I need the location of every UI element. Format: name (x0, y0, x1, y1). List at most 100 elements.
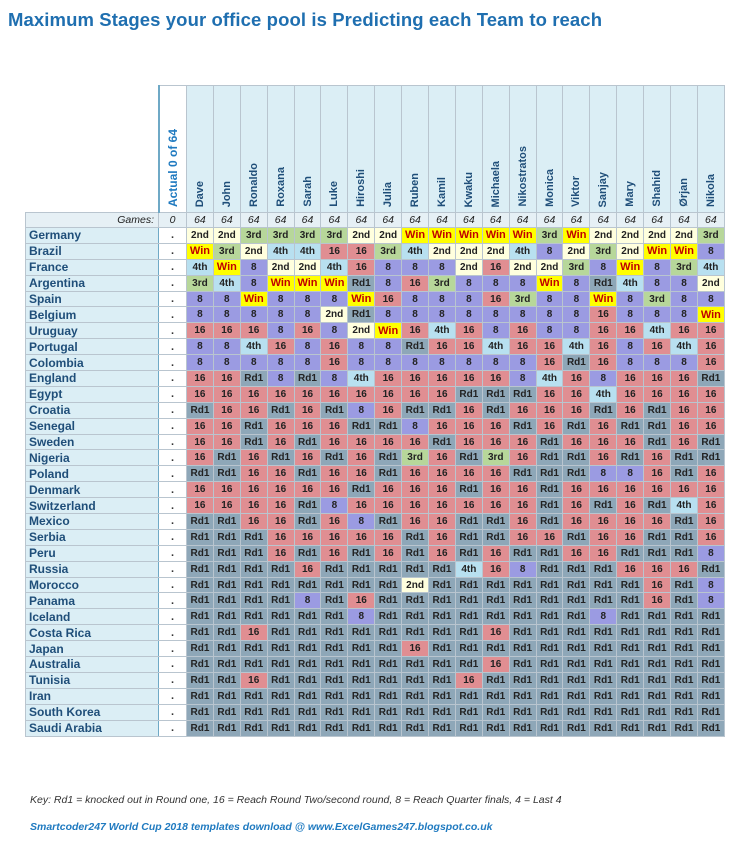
prediction-cell: 16 (266, 481, 295, 499)
prediction-cell: Rd1 (535, 497, 564, 515)
prediction-cell: 8 (643, 354, 672, 372)
prediction-cell: Rd1 (670, 719, 698, 737)
prediction-cell: 8 (454, 274, 483, 292)
games-count: 64 (293, 212, 322, 228)
prediction-cell: Rd1 (643, 656, 672, 673)
team-name: Morocco (25, 576, 159, 594)
prediction-cell: Rd1 (212, 640, 241, 658)
prediction-cell: Rd1 (696, 433, 725, 451)
prediction-cell: Rd1 (293, 576, 322, 594)
prediction-cell: 8 (481, 274, 510, 292)
games-count: 64 (266, 212, 295, 228)
actual-result: . (158, 608, 187, 626)
prediction-cell: Rd1 (212, 608, 241, 626)
prediction-cell: Rd1 (186, 687, 214, 705)
prediction-cell: Rd1 (616, 449, 645, 467)
prediction-cell: 8 (266, 290, 295, 308)
actual-result: . (158, 322, 187, 340)
prediction-cell: 16 (401, 433, 430, 451)
prediction-cell: 16 (562, 433, 591, 451)
prediction-cell: Rd1 (616, 608, 645, 626)
team-row: Australia. Rd1 Rd1 Rd1 Rd1 Rd1 Rd1 Rd1 Rd1 Rd1 Rd1… (25, 656, 725, 673)
team-name: Saudi Arabia (25, 719, 159, 737)
prediction-cell: Rd1 (239, 560, 268, 578)
prediction-cell: Rd1 (212, 544, 241, 562)
prediction-cell: 2nd (643, 227, 672, 244)
player-name: Kamil (435, 177, 448, 207)
prediction-cell: 16 (454, 497, 483, 515)
team-row: England. 16 16 Rd1 8 Rd1 8 4th 16 16 16 16 16 8 4th 16 8… (25, 370, 725, 387)
prediction-cell: Rd1 (401, 624, 430, 642)
games-count: 64 (643, 212, 672, 228)
prediction-cell: 8 (239, 306, 268, 324)
prediction-cell: Rd1 (508, 703, 537, 721)
prediction-cell: 16 (535, 401, 564, 419)
prediction-cell: Rd1 (535, 560, 564, 578)
player-name: Ruben (409, 172, 422, 207)
team-row: Poland. Rd1 Rd1 16 16 Rd1 16 16 Rd1 16 16 16 16 Rd1 Rd… (25, 465, 725, 483)
prediction-cell: Rd1 (212, 576, 241, 594)
prediction-cell: 16 (428, 370, 456, 387)
prediction-cell: Rd1 (535, 719, 564, 737)
prediction-cell: Rd1 (670, 592, 698, 610)
prediction-cell: Rd1 (535, 608, 564, 626)
prediction-cell: Rd1 (670, 544, 698, 562)
prediction-cell: 16 (508, 513, 537, 530)
prediction-cell: 16 (266, 497, 295, 515)
prediction-cell: Rd1 (212, 465, 241, 483)
prediction-cell: 16 (212, 433, 241, 451)
prediction-cell: 2nd (562, 242, 591, 260)
prediction-cell: 16 (508, 497, 537, 515)
team-name: Iran (25, 687, 159, 705)
prediction-cell: 16 (212, 370, 241, 387)
prediction-cell: Rd1 (428, 433, 456, 451)
prediction-cell: 16 (239, 401, 268, 419)
prediction-cell: Rd1 (320, 656, 349, 673)
team-name: Poland (25, 465, 159, 483)
prediction-cell: Rd1 (347, 624, 376, 642)
prediction-cell: Rd1 (320, 560, 349, 578)
player-name: Michaela (489, 160, 502, 207)
actual-result: . (158, 401, 187, 419)
team-row: Russia. Rd1 Rd1 Rd1 Rd1 16 Rd1 Rd1 Rd1 Rd1 Rd1 4th 1… (25, 560, 725, 578)
prediction-cell: Rd1 (562, 687, 591, 705)
prediction-cell: Rd1 (374, 513, 403, 530)
prediction-cell: 8 (374, 274, 403, 292)
prediction-cell: 8 (589, 465, 618, 483)
prediction-cell: 16 (239, 465, 268, 483)
player-header: Ruben (401, 85, 430, 213)
prediction-cell: 3rd (428, 274, 456, 292)
credit-link[interactable]: Smartcoder247 World Cup 2018 templates d… (30, 821, 493, 833)
prediction-cell: Rd1 (616, 624, 645, 642)
prediction-cell: Rd1 (643, 703, 672, 721)
prediction-cell: 16 (589, 417, 618, 435)
player-header: Kamil (428, 85, 456, 213)
prediction-cell: 8 (481, 354, 510, 372)
prediction-cell: 4th (562, 338, 591, 356)
prediction-cell: Rd1 (401, 671, 430, 689)
prediction-cell: 8 (347, 608, 376, 626)
games-count: 64 (481, 212, 510, 228)
prediction-cell: Rd1 (320, 687, 349, 705)
prediction-cell: Rd1 (293, 671, 322, 689)
prediction-cell: 16 (212, 322, 241, 340)
team-row: Croatia. Rd1 16 16 Rd1 16 Rd1 8 16 Rd1 Rd1 16 Rd1 16 1… (25, 401, 725, 419)
prediction-cell: Rd1 (454, 640, 483, 658)
prediction-cell: 16 (643, 576, 672, 594)
actual-column-header: Actual 0 of 64 (157, 85, 187, 213)
prediction-cell: 16 (266, 417, 295, 435)
prediction-cell: Rd1 (347, 656, 376, 673)
prediction-cell: 16 (616, 401, 645, 419)
prediction-cell: Rd1 (616, 687, 645, 705)
prediction-cell: 4th (589, 385, 618, 403)
prediction-cell: Rd1 (481, 513, 510, 530)
prediction-cell: Rd1 (266, 656, 295, 673)
prediction-cell: Rd1 (562, 624, 591, 642)
prediction-cell: 16 (643, 513, 672, 530)
prediction-cell: 3rd (401, 449, 430, 467)
prediction-cell: Rd1 (428, 671, 456, 689)
prediction-cell: 8 (186, 338, 214, 356)
prediction-cell: 16 (186, 385, 214, 403)
prediction-cell: 16 (481, 624, 510, 642)
prediction-cell: Rd1 (508, 544, 537, 562)
